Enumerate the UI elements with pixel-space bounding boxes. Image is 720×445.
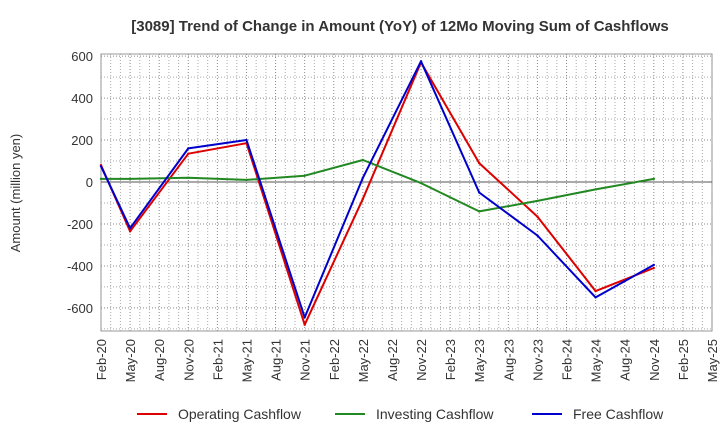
free-cashflow-point [245, 138, 248, 142]
x-tick-label: Feb-24 [560, 339, 575, 380]
x-tick-label: May-23 [472, 339, 487, 382]
free-cashflow-point [303, 316, 306, 319]
y-tick-label: -600 [67, 301, 93, 316]
chart-title: [3089] Trend of Change in Amount (YoY) o… [131, 18, 669, 35]
x-tick-label: Aug-23 [501, 339, 516, 381]
investing-cashflow-point [99, 177, 103, 181]
x-tick-label: Nov-20 [181, 339, 196, 381]
x-tick-label: May-22 [356, 339, 371, 382]
free-cashflow-point [128, 226, 132, 230]
investing-cashflow-point [303, 174, 306, 177]
operating-cashflow-point [594, 289, 597, 293]
operating-cashflow-legend-label: Operating Cashflow [178, 406, 302, 422]
operating-cashflow-point [303, 323, 306, 326]
y-tick-label: 600 [71, 49, 93, 64]
investing-cashflow-point [478, 210, 481, 213]
x-tick-label: May-25 [705, 339, 720, 382]
operating-cashflow-point [128, 230, 132, 233]
free-cashflow-point [478, 191, 481, 194]
investing-cashflow-point [245, 178, 248, 182]
y-tick-label: -200 [67, 217, 93, 232]
free-cashflow-point [536, 234, 539, 237]
x-tick-label: Feb-20 [94, 339, 109, 380]
x-tick-label: Feb-22 [327, 339, 342, 380]
x-tick-label: Feb-21 [210, 339, 225, 380]
free-cashflow-legend-label: Free Cashflow [573, 406, 664, 422]
free-cashflow-point [187, 147, 190, 150]
investing-cashflow-point [187, 176, 190, 180]
x-tick-label: Nov-24 [647, 339, 662, 381]
investing-cashflow-point [419, 181, 423, 185]
y-tick-label: 200 [71, 133, 93, 148]
x-tick-label: May-24 [589, 339, 604, 382]
x-tick-label: Aug-24 [618, 339, 633, 381]
y-axis-label: Amount (million yen) [8, 134, 23, 253]
x-tick-label: Aug-20 [152, 339, 167, 381]
x-tick-label: Feb-25 [676, 339, 691, 380]
free-cashflow-point [419, 60, 423, 63]
series-lines [99, 60, 656, 326]
y-tick-label: 0 [86, 175, 93, 190]
investing-cashflow-point [128, 177, 132, 181]
investing-cashflow-point [536, 199, 539, 203]
y-tick-label: -400 [67, 259, 93, 274]
legend: Operating Cashflow Investing Cashflow Free… [137, 406, 664, 422]
x-tick-label: Aug-22 [385, 339, 400, 381]
x-tick-label: May-21 [239, 339, 254, 382]
x-tick-label: May-20 [123, 339, 138, 382]
y-axis-ticks: -600 -400 -200 0 200 400 600 [67, 49, 93, 316]
x-tick-label: Nov-21 [298, 339, 313, 381]
investing-cashflow-point [652, 177, 656, 181]
operating-cashflow-point [536, 215, 539, 218]
y-tick-label: 400 [71, 91, 93, 106]
operating-cashflow-point [361, 197, 365, 200]
x-tick-label: Nov-23 [530, 339, 545, 381]
x-tick-label: Aug-21 [269, 339, 284, 381]
investing-cashflow-point [361, 158, 365, 162]
x-axis-ticks: Feb-20 May-20 Aug-20 Nov-20 Feb-21 May-21 Aug-… [94, 339, 720, 382]
operating-cashflow-point [652, 266, 656, 270]
free-cashflow-point [99, 165, 103, 168]
horizontal-gridlines [101, 55, 712, 330]
free-cashflow-point [652, 263, 656, 267]
investing-cashflow-point [594, 188, 597, 191]
x-tick-label: Feb-23 [443, 339, 458, 380]
operating-cashflow-point [478, 161, 481, 165]
x-tick-label: Nov-22 [414, 339, 429, 381]
investing-cashflow-legend-label: Investing Cashflow [376, 406, 494, 422]
operating-cashflow-point [187, 152, 190, 155]
free-cashflow-point [594, 296, 597, 299]
free-cashflow-point [361, 176, 365, 180]
